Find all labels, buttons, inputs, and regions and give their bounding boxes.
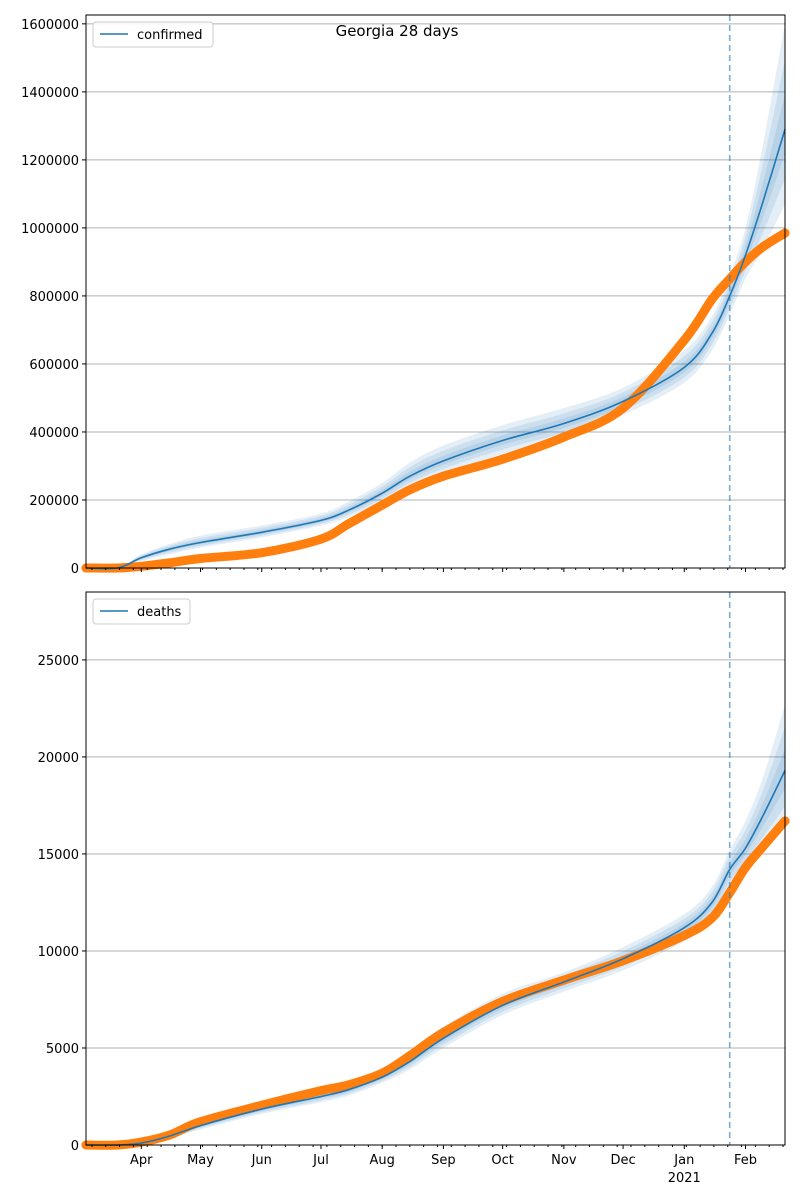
- observed-point: [136, 561, 146, 571]
- y-tick-label: 10000: [38, 945, 79, 960]
- y-tick-label: 20000: [38, 751, 79, 766]
- observed-point: [438, 471, 448, 481]
- y-tick-label: 200000: [29, 494, 79, 509]
- y-tick-label: 25000: [38, 654, 79, 669]
- confidence-band: [86, 59, 785, 569]
- x-tick-label: Aug: [369, 1153, 394, 1168]
- x-tick-label: Nov: [551, 1153, 577, 1168]
- legend-label: confirmed: [137, 28, 203, 43]
- observed-point: [741, 863, 751, 873]
- confidence-band: [86, 94, 785, 569]
- figure-title: Georgia 28 days: [336, 22, 459, 40]
- observed-series: [81, 816, 790, 1150]
- observed-point: [196, 553, 206, 563]
- x-tick-label: Dec: [611, 1153, 636, 1168]
- x-tick-label: Jul: [312, 1153, 329, 1168]
- observed-point: [257, 1100, 267, 1110]
- observed-point: [344, 519, 354, 529]
- legend: deaths: [92, 598, 191, 625]
- observed-point: [405, 1051, 415, 1061]
- observed-point: [707, 294, 717, 304]
- legend-box: [92, 21, 214, 48]
- x-tick-label: Jan: [673, 1153, 694, 1168]
- y-tick-label: 1200000: [21, 154, 79, 169]
- x-year-label: 2021: [668, 1171, 701, 1186]
- y-tick-label: 5000: [46, 1042, 79, 1057]
- axes-frame: [85, 591, 786, 1146]
- observed-point: [618, 403, 628, 413]
- observed-point: [316, 1086, 326, 1096]
- observed-point: [498, 454, 508, 464]
- observed-point: [377, 500, 387, 510]
- observed-point: [405, 485, 415, 495]
- x-tick-label: Jun: [251, 1153, 272, 1168]
- y-tick-label: 15000: [38, 848, 79, 863]
- x-tick-label: Apr: [130, 1153, 153, 1168]
- y-tick-label: 600000: [29, 358, 79, 373]
- observed-point: [316, 534, 326, 544]
- legend-box: [92, 598, 191, 625]
- legend-label: deaths: [137, 605, 182, 620]
- x-tick-label: Feb: [734, 1153, 757, 1168]
- legend: confirmed: [92, 21, 214, 48]
- y-tick-label: 1400000: [21, 86, 79, 101]
- observed-point: [344, 1080, 354, 1090]
- y-tick-label: 400000: [29, 426, 79, 441]
- x-tick-label: Oct: [491, 1153, 513, 1168]
- axes-frame: [85, 14, 786, 569]
- observed-series: [81, 228, 790, 573]
- observed-point: [257, 548, 267, 558]
- observed-point: [679, 335, 689, 345]
- observed-point: [758, 841, 768, 851]
- y-tick-label: 1600000: [21, 18, 79, 33]
- confidence-band: [86, 23, 785, 570]
- y-tick-label: 0: [71, 562, 79, 577]
- y-tick-label: 0: [71, 1139, 79, 1154]
- observed-point: [679, 930, 689, 940]
- observed-point: [438, 1027, 448, 1037]
- confidence-band: [86, 748, 785, 1146]
- observed-point: [136, 1137, 146, 1147]
- observed-point: [758, 242, 768, 252]
- observed-point: [196, 1117, 206, 1127]
- observed-point: [164, 558, 174, 568]
- y-tick-label: 1000000: [21, 222, 79, 237]
- x-tick-label: Sep: [431, 1153, 456, 1168]
- observed-point: [707, 913, 717, 923]
- deaths-plot: 0 5000 10000 15000 20000 25000 Apr May Jun Jul Aug…: [38, 591, 790, 1186]
- y-tick-label: 800000: [29, 290, 79, 305]
- confirmed-plot: 0 200000 400000 600000 800000 1000000 1200000 1…: [21, 14, 790, 577]
- observed-point: [559, 432, 569, 442]
- x-tick-label: May: [187, 1153, 214, 1168]
- model-series: [85, 770, 786, 1146]
